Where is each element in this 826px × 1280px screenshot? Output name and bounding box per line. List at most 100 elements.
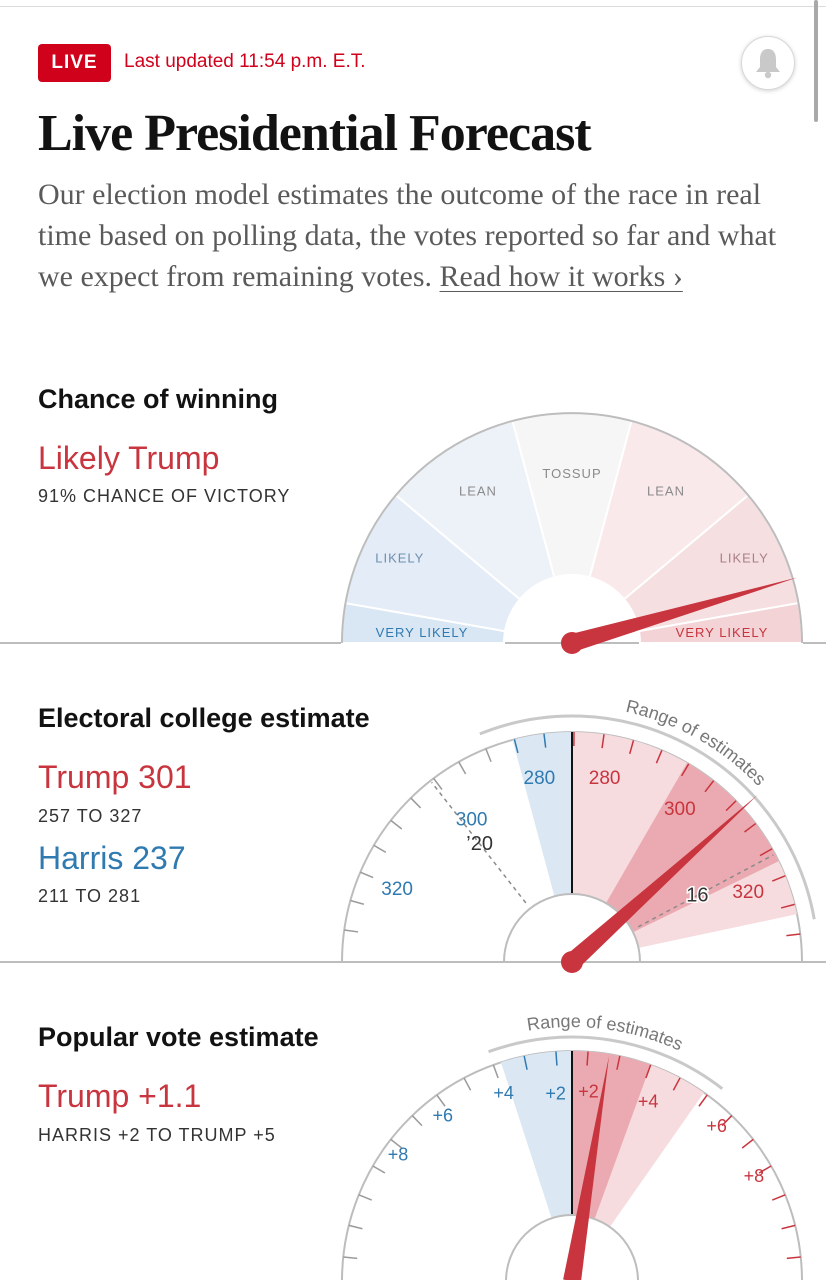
popular-tick-label: +6: [706, 1116, 727, 1136]
harris-electoral-range: 211 TO 281: [38, 886, 142, 906]
popular-tick-label: +8: [744, 1166, 765, 1186]
chance-band-label: LIKELY: [720, 551, 769, 566]
marker-2020-label: ’20: [466, 833, 493, 855]
gauge-tick: [786, 933, 801, 937]
chance-of-winning-title: Chance of winning: [38, 384, 278, 414]
popular-vote-headline: Trump +1.1: [38, 1078, 202, 1114]
gauge-tick: [485, 748, 492, 763]
electoral-needle: [565, 794, 758, 969]
harris-range-band: [512, 732, 572, 897]
marker-2016-label: 16: [686, 884, 708, 906]
gauge-tick: [744, 822, 757, 833]
gauge-tick: [780, 903, 795, 909]
gauge-tick: [601, 734, 605, 749]
harris-electoral-headline: Harris 237: [38, 840, 186, 876]
gauge-tick: [771, 1194, 786, 1201]
electoral-tick-label: 280: [589, 768, 621, 789]
notification-button[interactable]: [741, 36, 795, 90]
popular-vote-gauge: +8 +6 +4 +2 +2 +4 +6 +8 Range of estimates: [341, 1011, 803, 1280]
range-of-estimates-label: Range of estimates: [525, 1011, 686, 1055]
scrollbar[interactable]: [814, 0, 818, 122]
chance-band-label: LEAN: [459, 483, 497, 498]
chance-needle: [569, 577, 798, 652]
gauge-outline: [341, 412, 803, 644]
live-badge: LIVE: [38, 44, 111, 82]
gauge-tick: [513, 739, 519, 754]
gauge-tick: [350, 899, 365, 905]
electoral-tick-label: 300: [664, 799, 696, 820]
gauge-tick: [741, 1138, 754, 1149]
chance-band-label: VERY LIKELY: [676, 625, 769, 640]
gauge-tick: [458, 761, 467, 775]
page-description: Our election model estimates the outcome…: [38, 174, 778, 297]
chance-headline: Likely Trump: [38, 440, 220, 476]
gauge-tick: [655, 749, 663, 764]
marker-2020-line: [431, 781, 527, 904]
gauge-tick: [672, 1077, 681, 1091]
gauge-tick: [411, 1115, 423, 1127]
gauge-tick: [771, 875, 786, 882]
popular-tick-label: +4: [638, 1092, 659, 1112]
gauge-tick: [616, 1055, 621, 1070]
popular-vote-title: Popular vote estimate: [38, 1022, 319, 1052]
bell-icon: [756, 49, 780, 79]
electoral-tick-label: 320: [732, 882, 764, 903]
popular-vote-range: HARRIS +2 TO TRUMP +5: [38, 1125, 276, 1145]
gauge-tick: [680, 763, 690, 777]
description-text: Our election model estimates the outcome…: [38, 178, 777, 293]
gauge-tick: [645, 1064, 652, 1079]
gauge-tick: [629, 740, 635, 755]
popular-tick-label: +6: [432, 1106, 453, 1126]
gauge-tick: [344, 929, 359, 933]
marker-2016-line: [637, 854, 774, 928]
popular-tick-label: +8: [388, 1145, 409, 1165]
gauge-tick: [436, 1094, 446, 1107]
gauge-tick: [698, 1094, 708, 1107]
trump-electoral-headline: Trump 301: [38, 759, 192, 795]
popular-tick-label: +2: [545, 1084, 566, 1104]
gauge-tick: [523, 1055, 528, 1070]
gauge-tick: [586, 1051, 589, 1066]
needle-hub: [561, 951, 583, 973]
popular-vote-needle: [563, 1056, 610, 1280]
gauge-tick: [555, 1051, 558, 1066]
gauge-tick: [343, 1256, 358, 1260]
gauge-tick: [432, 777, 443, 790]
gauge-tick: [725, 800, 737, 812]
gauge-tick: [786, 1256, 801, 1260]
chance-gauge: VERY LIKELY LIKELY LEAN TOSSUP LEAN LIKELY VER…: [0, 412, 826, 654]
read-how-it-works-link[interactable]: Read how it works ›: [439, 260, 683, 293]
gauge-tick: [372, 1165, 386, 1174]
range-arc: [488, 1035, 724, 1090]
gauge-tick: [390, 819, 403, 830]
gauge-tick: [543, 733, 547, 748]
harris-range-band: [500, 1051, 572, 1219]
top-divider: [0, 6, 826, 7]
electoral-tick-label: 320: [381, 879, 413, 900]
gauge-tick: [758, 1165, 772, 1174]
gauge-tick: [759, 848, 773, 857]
gauge-tick: [492, 1064, 499, 1079]
gauge-tick: [390, 1138, 403, 1149]
gauge-tick: [373, 844, 387, 854]
gauge-tick: [781, 1224, 796, 1230]
electoral-college-title: Electoral college estimate: [38, 703, 370, 733]
electoral-tick-label: 280: [524, 768, 556, 789]
popular-tick-label: +4: [493, 1083, 514, 1103]
popular-tick-label: +2: [578, 1082, 599, 1102]
gauge-tick: [410, 797, 422, 809]
needle-hub: [561, 632, 583, 654]
chance-band-label: TOSSUP: [542, 466, 601, 481]
gauge-hub: [502, 893, 642, 963]
trump-electoral-range: 257 TO 327: [38, 806, 143, 826]
electoral-tick-label: 300: [456, 810, 488, 831]
gauge-tick: [358, 1194, 373, 1201]
chance-band-label: LEAN: [647, 483, 685, 498]
chance-band-label: LIKELY: [375, 551, 424, 566]
gauge-tick: [348, 1224, 363, 1230]
page-title: Live Presidential Forecast: [38, 105, 592, 162]
gauge-tick: [721, 1115, 733, 1127]
range-arc: [479, 714, 816, 920]
range-label-path: Range of estimates: [525, 1011, 686, 1055]
